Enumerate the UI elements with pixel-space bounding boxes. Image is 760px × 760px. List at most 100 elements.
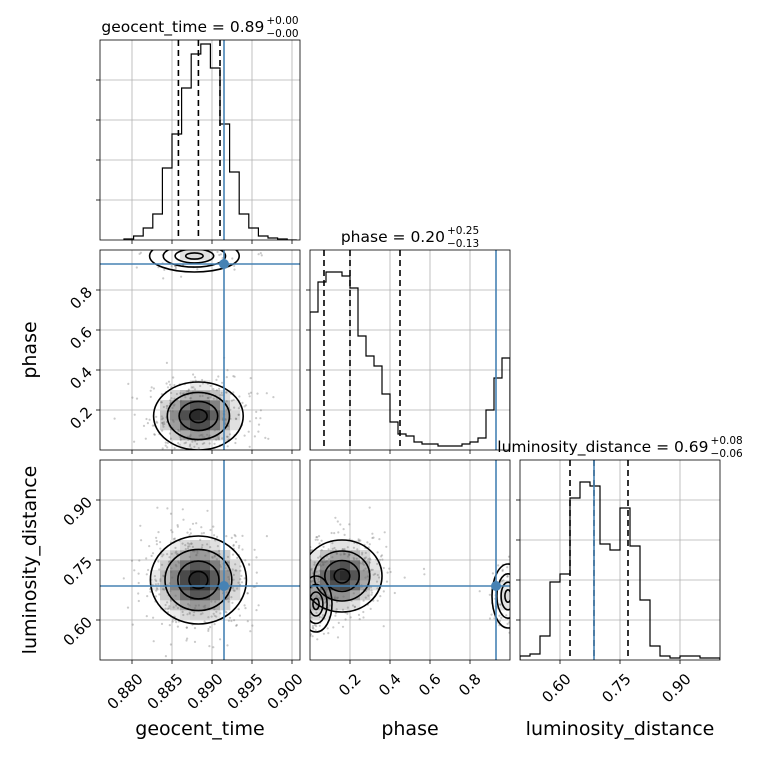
density-cell	[330, 590, 341, 601]
scatter-point	[498, 603, 501, 606]
scatter-point	[201, 433, 204, 436]
scatter-point	[183, 442, 186, 445]
density-cell	[200, 400, 211, 411]
scatter-point	[232, 398, 235, 401]
scatter-point	[209, 528, 212, 532]
scatter-point	[208, 434, 211, 437]
scatter-point	[156, 421, 159, 424]
scatter-point	[403, 576, 406, 579]
y-axis-label-luminosity_distance: luminosity_distance	[19, 466, 41, 655]
scatter-point	[506, 575, 509, 578]
y-tick-label-phase: 0.2	[66, 403, 96, 433]
scatter-point	[145, 417, 148, 421]
scatter-point	[193, 611, 196, 614]
density-cell	[150, 580, 161, 591]
scatter-point	[199, 395, 202, 398]
scatter-point	[170, 529, 173, 532]
x-tick-label-phase: 0.4	[375, 670, 405, 700]
scatter-point	[210, 615, 213, 618]
density-cell	[170, 580, 181, 591]
contour-level-1	[174, 250, 215, 264]
scatter-point	[150, 386, 153, 389]
scatter-point	[170, 397, 173, 400]
scatter-point	[190, 452, 192, 454]
scatter-point	[341, 548, 344, 551]
scatter-point	[256, 392, 259, 395]
scatter-point	[386, 571, 389, 574]
scatter-point	[169, 512, 173, 515]
scatter-point	[215, 242, 217, 244]
density-cell	[180, 550, 191, 561]
scatter-point	[190, 542, 193, 545]
density-cell	[220, 390, 231, 401]
scatter-point	[185, 626, 188, 629]
scatter-point	[156, 506, 159, 509]
scatter-point	[307, 631, 309, 633]
density-cell	[370, 560, 381, 571]
scatter-point	[243, 405, 246, 408]
scatter-point	[191, 545, 194, 549]
scatter-point	[172, 404, 175, 407]
density-cell	[160, 590, 171, 601]
scatter-point	[154, 595, 158, 598]
scatter-point	[168, 432, 171, 435]
scatter-point	[160, 622, 164, 626]
scatter-point	[371, 591, 374, 594]
density-cell	[310, 600, 321, 611]
scatter-point	[323, 558, 326, 561]
scatter-point	[351, 604, 355, 607]
scatter-point	[238, 395, 241, 398]
scatter-point	[339, 523, 342, 526]
scatter-point	[334, 549, 337, 552]
scatter-point	[186, 531, 189, 534]
scatter-point	[171, 406, 174, 410]
scatter-point	[371, 568, 374, 571]
scatter-point	[239, 456, 241, 458]
scatter-point	[161, 555, 164, 558]
scatter-point	[349, 616, 352, 619]
scatter-point	[166, 553, 169, 556]
scatter-point	[226, 445, 229, 448]
density-cell	[210, 590, 221, 601]
scatter-point	[148, 418, 151, 421]
scatter-point	[215, 558, 218, 561]
scatter-point	[314, 538, 317, 541]
scatter-point	[311, 579, 314, 583]
scatter-point	[160, 401, 163, 404]
scatter-point	[512, 612, 514, 614]
scatter-point	[514, 611, 516, 613]
scatter-point	[165, 405, 168, 408]
scatter-point	[221, 452, 223, 454]
scatter-point	[243, 604, 246, 607]
scatter-point	[359, 562, 362, 565]
scatter-point	[233, 589, 236, 593]
scatter-point	[506, 622, 509, 626]
scatter-point	[327, 548, 330, 551]
x-axis-label-luminosity_distance: luminosity_distance	[526, 718, 715, 740]
scatter-point	[488, 593, 491, 596]
scatter-point	[499, 603, 502, 607]
scatter-point	[366, 541, 369, 544]
scatter-point	[201, 543, 204, 547]
scatter-point	[188, 435, 191, 438]
scatter-point	[168, 582, 171, 585]
scatter-point	[319, 569, 322, 572]
scatter-point	[170, 265, 173, 268]
scatter-point	[176, 553, 179, 556]
y-tick-label-phase: 0.4	[66, 363, 96, 393]
scatter-point	[243, 434, 246, 437]
density-cell	[330, 570, 341, 581]
scatter-point	[169, 383, 172, 386]
scatter-point	[192, 386, 195, 389]
density-cell	[200, 380, 211, 391]
scatter-point	[316, 536, 319, 539]
scatter-point	[255, 582, 258, 585]
scatter-point	[491, 572, 494, 575]
scatter-point	[190, 542, 193, 545]
scatter-point	[335, 596, 338, 600]
density-cell	[190, 580, 201, 591]
scatter-point	[177, 430, 180, 433]
scatter-point	[194, 604, 197, 607]
scatter-point	[211, 556, 214, 559]
scatter-point	[195, 554, 198, 557]
